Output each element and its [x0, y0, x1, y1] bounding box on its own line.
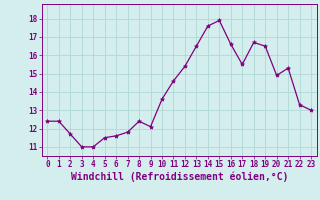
X-axis label: Windchill (Refroidissement éolien,°C): Windchill (Refroidissement éolien,°C) — [70, 172, 288, 182]
